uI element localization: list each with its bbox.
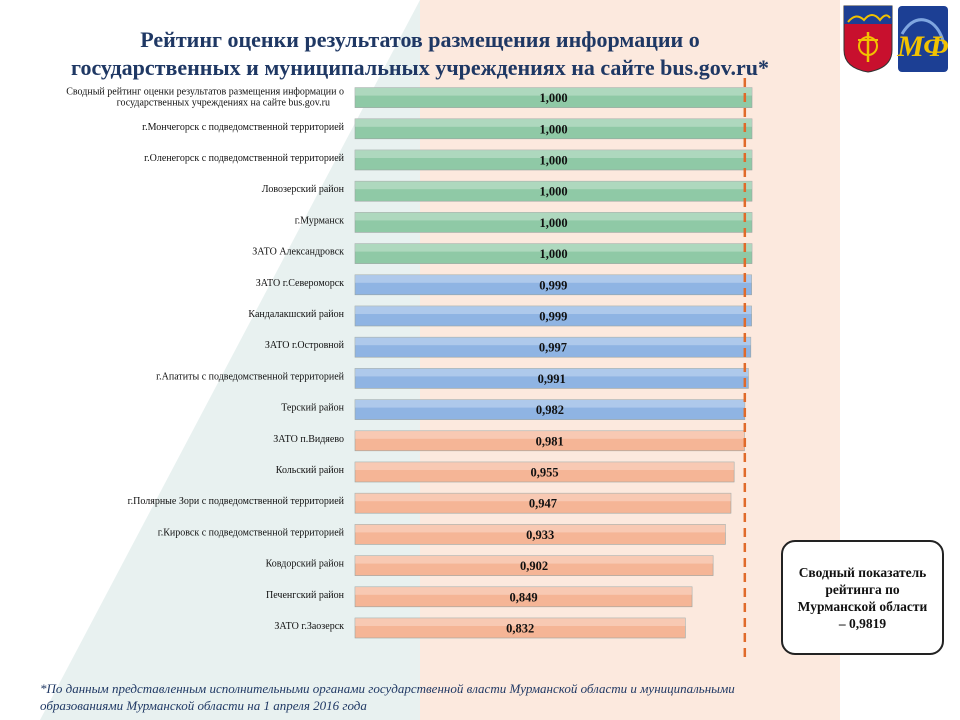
category-label: г.Оленегорск с подведомственной территор… <box>144 153 345 164</box>
bar-highlight <box>355 87 752 96</box>
value-label: 0,902 <box>520 559 548 573</box>
bar-highlight <box>355 306 752 314</box>
summary-box: Сводный показатель рейтинга по Мурманско… <box>781 540 944 655</box>
rating-bar-chart: 1,000 Сводный рейтинг оценки результатов … <box>66 78 753 658</box>
bar <box>354 305 752 327</box>
page-title: Рейтинг оценки результатов размещения ин… <box>40 26 800 82</box>
category-label: ЗАТО п.Видяево <box>273 434 344 445</box>
bar <box>354 118 753 140</box>
bar <box>354 243 753 264</box>
bar-highlight <box>355 212 752 221</box>
bar <box>354 212 753 233</box>
category-label: г.Полярные Зори с подведомственной терри… <box>128 496 345 507</box>
bar-highlight <box>355 118 752 127</box>
value-label: 0,933 <box>526 528 554 542</box>
bar <box>354 368 749 389</box>
value-label: 0,999 <box>539 310 567 324</box>
bar-highlight <box>355 274 752 283</box>
category-label: Ловозерский район <box>262 184 345 195</box>
bar <box>354 180 753 202</box>
bar <box>354 274 752 296</box>
bar <box>354 149 753 171</box>
footnote-line-2: образованиями Мурманской области на 1 ап… <box>40 698 367 713</box>
logos: МФ <box>843 5 949 73</box>
category-label: ЗАТО г.Североморск <box>256 278 344 289</box>
bar-highlight <box>355 399 745 408</box>
category-label: Сводный рейтинг оценки результатов разме… <box>66 87 344 109</box>
bar-highlight <box>355 181 752 190</box>
category-label: ЗАТО г.Островной <box>265 340 345 351</box>
category-label: ЗАТО г.Заозерск <box>274 621 344 632</box>
bar-highlight <box>355 524 726 533</box>
value-label: 0,991 <box>538 372 566 386</box>
svg-text:МФ: МФ <box>896 30 948 63</box>
category-label: Кольский район <box>276 465 345 476</box>
footnote-line-1: *По данным представленным исполнительным… <box>40 681 735 696</box>
value-label: 1,000 <box>539 216 567 230</box>
murmansk-coat-of-arms-icon <box>843 5 893 73</box>
bar-highlight <box>355 462 735 470</box>
bar <box>354 524 726 545</box>
bar-highlight <box>355 150 752 158</box>
category-label: Печенгский район <box>266 590 345 601</box>
bar <box>354 461 735 483</box>
bar-highlight <box>355 243 752 252</box>
bar <box>354 555 714 576</box>
value-label: 0,999 <box>539 278 567 292</box>
bar <box>354 336 752 358</box>
value-label: 0,849 <box>509 590 537 604</box>
value-label: 0,982 <box>536 403 564 417</box>
footnote: *По данным представленным исполнительным… <box>40 680 920 714</box>
title-line-1: Рейтинг оценки результатов размещения ин… <box>140 27 700 52</box>
value-label: 0,997 <box>539 341 567 355</box>
bar-highlight <box>355 618 686 626</box>
value-label: 1,000 <box>539 154 567 168</box>
value-label: 0,947 <box>529 497 557 511</box>
bar <box>354 87 753 108</box>
category-label: г.Мончегорск с подведомственной территор… <box>142 122 345 133</box>
category-label: Терский район <box>281 403 344 414</box>
bar-highlight <box>355 586 693 595</box>
bar-highlight <box>355 555 714 564</box>
category-label: г.Кировск с подведомственной территорией <box>158 527 345 538</box>
bar <box>354 492 732 514</box>
ministry-of-finance-logo-icon: МФ <box>896 6 949 72</box>
bar-highlight <box>355 493 731 502</box>
bar <box>354 617 686 639</box>
value-label: 0,955 <box>531 466 559 480</box>
bar-highlight <box>355 368 749 377</box>
value-label: 1,000 <box>539 247 567 261</box>
category-label: Ковдорский район <box>266 559 345 570</box>
bar-highlight <box>355 337 751 346</box>
value-label: 0,981 <box>536 434 564 448</box>
value-label: 0,832 <box>506 622 534 636</box>
category-label: ЗАТО Александровск <box>252 247 344 258</box>
category-label: г.Мурманск <box>295 215 344 226</box>
value-label: 1,000 <box>539 91 567 105</box>
value-label: 1,000 <box>539 122 567 136</box>
value-label: 1,000 <box>539 185 567 199</box>
category-label: г.Апатиты с подведомственной территорией <box>156 371 344 382</box>
category-label: Кандалакшский район <box>248 309 344 320</box>
bar <box>354 586 693 608</box>
title-line-2: государственных и муниципальных учрежден… <box>71 55 769 80</box>
bar-highlight <box>355 430 745 439</box>
